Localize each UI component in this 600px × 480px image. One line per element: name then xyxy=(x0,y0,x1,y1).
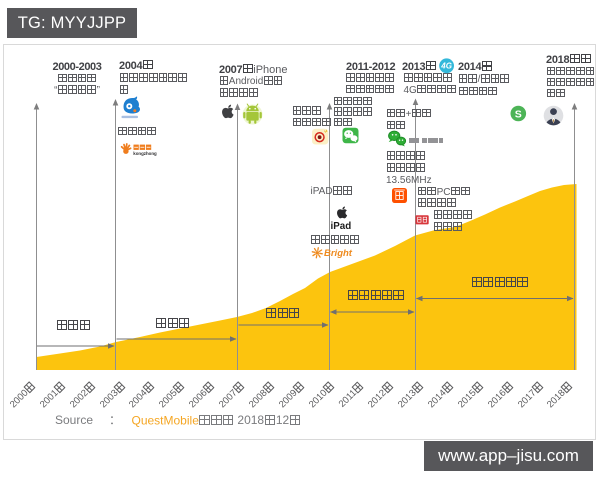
svg-text:S: S xyxy=(515,108,522,120)
svg-text:kongzhong: kongzhong xyxy=(133,151,157,156)
svg-text:4G: 4G xyxy=(440,62,452,71)
